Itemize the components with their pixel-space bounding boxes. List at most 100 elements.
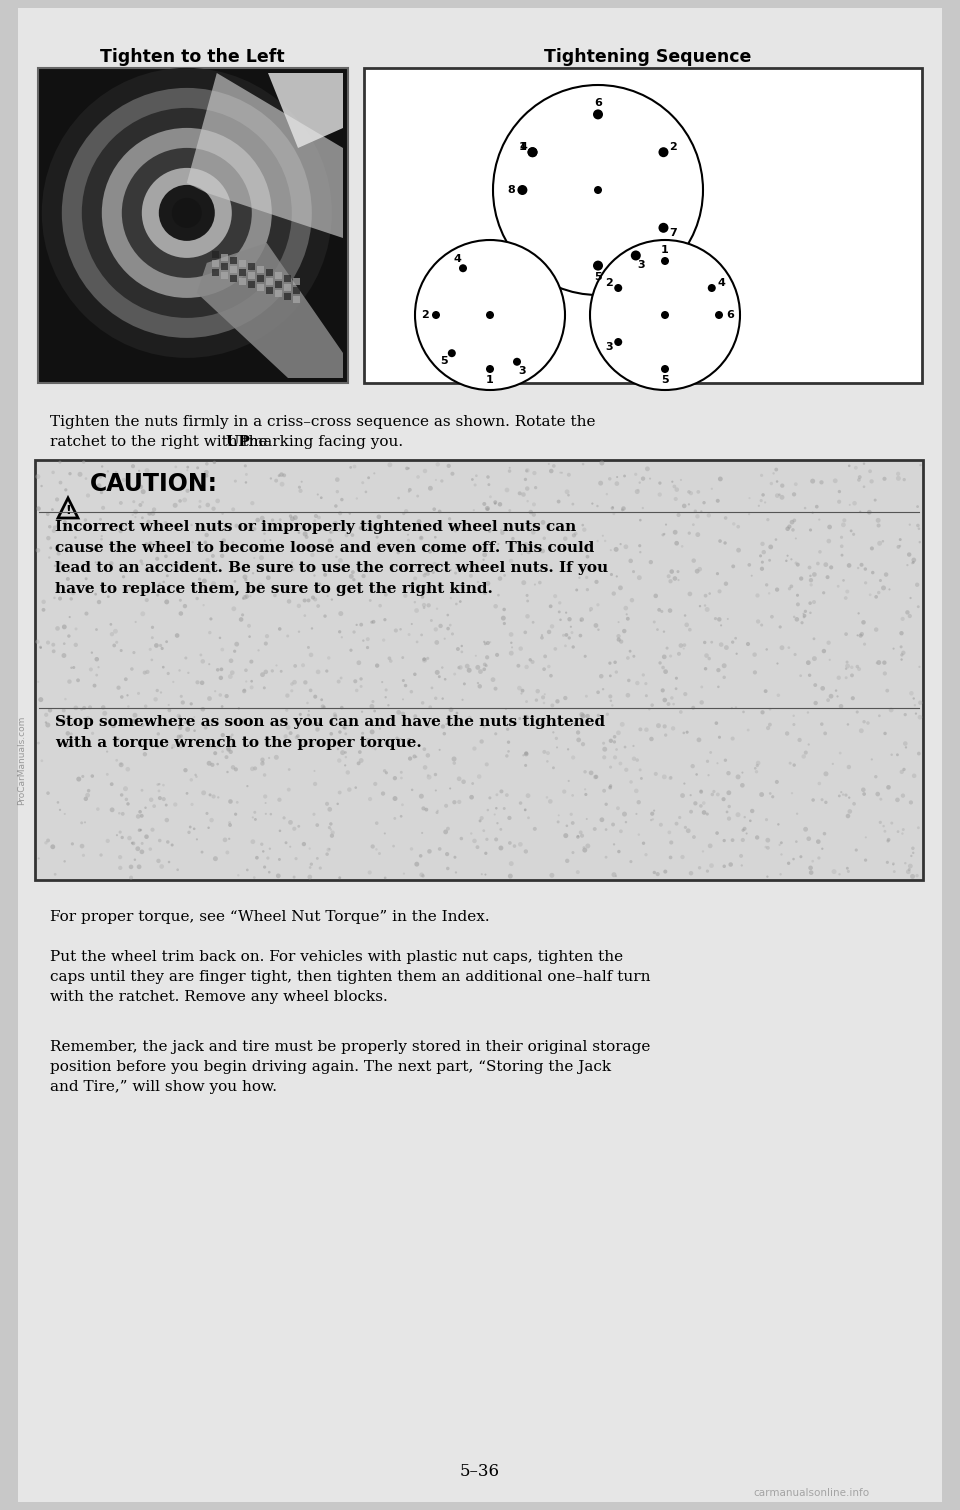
Circle shape: [385, 772, 388, 775]
Circle shape: [536, 689, 540, 693]
Circle shape: [179, 612, 183, 616]
Circle shape: [709, 750, 712, 753]
Circle shape: [824, 772, 828, 776]
Circle shape: [237, 707, 240, 710]
Circle shape: [548, 799, 553, 803]
Circle shape: [92, 684, 97, 687]
Circle shape: [584, 788, 587, 790]
Circle shape: [311, 595, 315, 599]
Circle shape: [809, 528, 812, 532]
Circle shape: [82, 461, 85, 464]
Circle shape: [863, 485, 865, 488]
Circle shape: [592, 827, 597, 830]
Circle shape: [327, 806, 332, 812]
Circle shape: [765, 838, 770, 843]
Circle shape: [213, 856, 218, 861]
Circle shape: [585, 695, 588, 698]
Circle shape: [475, 664, 480, 670]
Circle shape: [403, 593, 407, 598]
Circle shape: [367, 476, 370, 479]
Circle shape: [524, 809, 526, 811]
Circle shape: [120, 763, 122, 766]
Circle shape: [202, 578, 206, 583]
Circle shape: [538, 581, 541, 584]
Circle shape: [121, 837, 124, 840]
Circle shape: [630, 781, 633, 784]
Circle shape: [741, 772, 743, 773]
Circle shape: [338, 559, 343, 563]
Circle shape: [136, 814, 140, 818]
Circle shape: [862, 793, 866, 796]
Circle shape: [550, 624, 554, 628]
Circle shape: [179, 599, 181, 602]
Circle shape: [437, 809, 439, 812]
Circle shape: [82, 775, 84, 778]
Circle shape: [557, 500, 561, 503]
Circle shape: [525, 615, 530, 619]
Circle shape: [158, 784, 160, 785]
Circle shape: [335, 566, 339, 571]
Circle shape: [483, 663, 487, 666]
Circle shape: [375, 536, 378, 539]
Circle shape: [164, 554, 168, 559]
FancyBboxPatch shape: [38, 68, 348, 384]
FancyBboxPatch shape: [266, 287, 273, 294]
Circle shape: [488, 483, 491, 486]
Circle shape: [728, 805, 731, 808]
Circle shape: [205, 812, 208, 815]
Circle shape: [428, 486, 433, 491]
Circle shape: [71, 843, 74, 846]
Circle shape: [661, 666, 665, 669]
Circle shape: [616, 637, 621, 642]
Circle shape: [679, 710, 683, 714]
Circle shape: [857, 479, 861, 482]
Circle shape: [52, 528, 56, 533]
Circle shape: [524, 664, 529, 669]
Circle shape: [795, 562, 798, 565]
Circle shape: [449, 624, 451, 627]
Circle shape: [299, 489, 302, 492]
Circle shape: [681, 545, 684, 548]
Circle shape: [81, 821, 84, 824]
Circle shape: [472, 746, 476, 750]
Circle shape: [850, 673, 853, 678]
Circle shape: [876, 791, 880, 796]
Circle shape: [479, 820, 482, 823]
Circle shape: [857, 612, 860, 615]
Circle shape: [499, 790, 503, 793]
Circle shape: [523, 542, 528, 547]
Circle shape: [509, 861, 514, 867]
Circle shape: [179, 716, 181, 719]
Circle shape: [304, 535, 308, 539]
Circle shape: [526, 550, 531, 554]
Circle shape: [549, 873, 554, 877]
Circle shape: [313, 598, 317, 601]
Circle shape: [631, 251, 641, 260]
Circle shape: [196, 467, 199, 470]
Circle shape: [173, 503, 178, 507]
Circle shape: [588, 770, 593, 775]
Circle shape: [316, 858, 319, 859]
Circle shape: [731, 737, 734, 740]
Circle shape: [426, 590, 430, 593]
Circle shape: [333, 521, 338, 525]
Circle shape: [448, 707, 453, 713]
Circle shape: [432, 507, 436, 510]
Circle shape: [460, 568, 462, 571]
Circle shape: [138, 809, 142, 814]
Circle shape: [727, 817, 732, 821]
Circle shape: [63, 642, 65, 645]
Circle shape: [475, 655, 477, 657]
Circle shape: [288, 769, 291, 770]
Circle shape: [432, 571, 435, 574]
Circle shape: [490, 642, 492, 643]
Circle shape: [717, 618, 722, 622]
Circle shape: [138, 503, 142, 507]
Circle shape: [381, 681, 383, 683]
Circle shape: [327, 657, 330, 660]
Circle shape: [424, 808, 428, 811]
Circle shape: [633, 655, 636, 658]
Circle shape: [691, 559, 696, 563]
Circle shape: [461, 569, 463, 571]
Circle shape: [540, 548, 545, 553]
